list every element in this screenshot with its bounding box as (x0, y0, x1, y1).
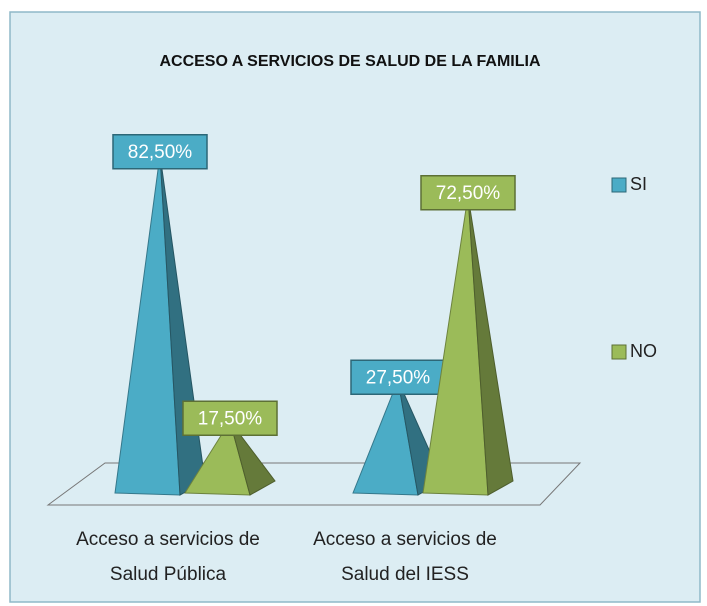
pyramid-side (229, 420, 276, 496)
pyramid (422, 195, 514, 496)
chart-title: ACCESO A SERVICIOS DE SALUD DE LA FAMILI… (159, 53, 541, 70)
pyramid (184, 420, 276, 496)
chart-area (9, 11, 701, 603)
value-label-box (112, 134, 208, 170)
pyramid-side (467, 195, 514, 496)
legend-swatch (611, 344, 627, 360)
legend-label: NO (630, 341, 657, 361)
legend-label: SI (630, 174, 647, 194)
value-label: 82,50% (128, 142, 193, 163)
value-label: 27,50% (366, 367, 431, 388)
legend-swatch (611, 177, 627, 193)
value-label-box (420, 175, 516, 211)
value-label-box (350, 359, 446, 395)
value-label: 72,50% (436, 183, 501, 204)
value-label: 17,50% (198, 408, 263, 429)
value-label-box (182, 400, 278, 436)
x-tick-label: Acceso a servicios de Salud Pública (76, 529, 260, 585)
x-tick-label: Acceso a servicios de Salud del IESS (313, 529, 497, 585)
